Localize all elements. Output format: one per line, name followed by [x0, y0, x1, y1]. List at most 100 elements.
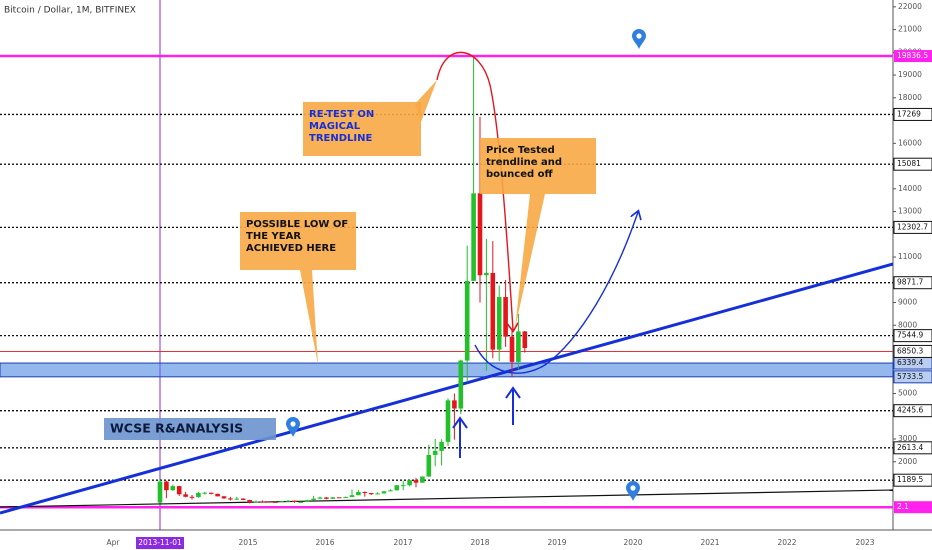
callout-box [303, 102, 421, 156]
candle-body [394, 485, 400, 491]
x-tick-label: 2016 [315, 538, 334, 547]
zone-label-box [893, 370, 932, 384]
candle-body [356, 492, 361, 496]
y-tick-label: 18000 [898, 93, 922, 102]
candle-body [247, 499, 252, 503]
candle-body [292, 500, 297, 503]
callout-text: ACHIEVED HERE [246, 243, 336, 254]
price-label: 15081 [897, 159, 921, 168]
candle-body [260, 501, 265, 503]
x-tick-label: 2017 [393, 538, 412, 547]
candle-body [388, 490, 393, 492]
callout-box [480, 138, 596, 194]
price-label-box [893, 441, 932, 455]
pin-dot [636, 33, 642, 39]
candle-body [368, 493, 374, 495]
candle-body [298, 501, 304, 503]
candle-body [157, 481, 163, 503]
candle-body [375, 493, 380, 495]
candle-body [458, 360, 464, 409]
price-label: 4245.6 [897, 406, 923, 415]
x-tick-label: 2023 [855, 538, 874, 547]
candle-body [381, 491, 387, 494]
callout-text: Price Tested [486, 145, 555, 156]
magenta-label: 2.1 [897, 502, 909, 511]
x-tick-label: 2020 [623, 538, 642, 547]
last-price-box [893, 344, 932, 358]
y-tick-label: 16000 [898, 138, 922, 147]
callout-text: trendline and [486, 157, 562, 168]
callout-text: bounced off [486, 169, 553, 180]
candle-body [253, 501, 259, 503]
pin [632, 29, 646, 49]
y-tick-label: 22000 [898, 2, 922, 11]
y-tick-label: 3000 [898, 434, 917, 443]
candle-body [208, 492, 214, 494]
candle-body [400, 485, 406, 487]
candle-body [272, 501, 278, 503]
candle-body [304, 500, 310, 502]
callout-text: RE-TEST ON [309, 109, 374, 120]
y-tick-label: 13000 [898, 207, 922, 216]
callout-text: TRENDLINE [309, 133, 372, 144]
candle-body [509, 336, 515, 362]
candle-body [477, 193, 483, 276]
price-label-box [893, 404, 932, 418]
y-tick-label: 5000 [898, 389, 917, 398]
candle-body [490, 272, 496, 350]
y-tick-label: 11000 [898, 252, 922, 261]
y-tick-label: 8000 [898, 320, 917, 329]
callout-text: POSSIBLE LOW OF [246, 219, 348, 230]
up-arrow [452, 416, 468, 458]
price-label-box [893, 473, 932, 487]
candle-body [432, 450, 438, 455]
price-label-box [893, 157, 932, 171]
candle-body [522, 331, 528, 349]
candle-body [464, 280, 470, 361]
candle-body [170, 486, 176, 491]
candle-body [183, 494, 188, 497]
price-label: 9871.7 [897, 278, 923, 287]
price-label-box [893, 220, 932, 234]
price-label-box [893, 329, 932, 343]
candle-body [516, 331, 521, 362]
callout-tail [515, 194, 545, 328]
candle-body [426, 454, 432, 477]
candle-body [266, 501, 272, 503]
candle-body [215, 493, 220, 497]
candle-body [496, 297, 502, 350]
y-tick-label: 9000 [898, 298, 917, 307]
pin [286, 417, 300, 437]
price-label: 1189.5 [897, 475, 923, 484]
price-label: 12302.7 [897, 222, 928, 231]
up-arrow [505, 386, 521, 425]
candle-body [311, 498, 316, 501]
price-label: 2613.4 [897, 443, 923, 452]
callout-text: WCSE R&ANALYSIS [110, 421, 243, 436]
candle-body [452, 400, 457, 409]
candle-body [439, 441, 444, 451]
callout-tail [300, 270, 318, 365]
zone [0, 362, 894, 378]
candle-body [343, 497, 348, 499]
callout-text: MAGICAL [309, 121, 361, 132]
zone-label: 5733.5 [897, 372, 923, 381]
callout-text: THE YEAR [246, 231, 301, 242]
candle-body [202, 492, 208, 494]
price-label-box [893, 276, 932, 290]
y-tick-label: 14000 [898, 184, 922, 193]
x-tick-label: 2015 [238, 538, 257, 547]
candle-body [240, 498, 246, 500]
chart-title: Bitcoin / Dollar, 1M, BITFINEX [4, 6, 136, 16]
y-tick-label: 19000 [898, 70, 922, 79]
x-tick-label: 2022 [777, 538, 796, 547]
candle-body [176, 486, 182, 495]
x-tick-label: 2019 [547, 538, 566, 547]
price-label: 7544.9 [897, 331, 923, 340]
candle-body [349, 495, 355, 498]
candle-body [285, 500, 291, 502]
x-tick-label: 2021 [700, 538, 719, 547]
black-trendline [0, 489, 894, 508]
